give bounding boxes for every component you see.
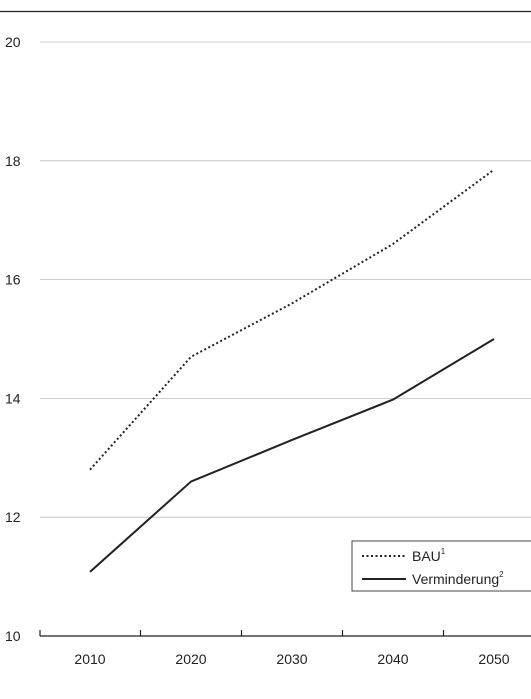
legend-label-bau: BAU1 (412, 547, 446, 564)
y-tick-label: 14 (5, 390, 21, 406)
legend: BAU1 Verminderung2 (351, 540, 531, 592)
x-tick-label: 2020 (175, 651, 206, 667)
series-line-bau (89, 168, 495, 471)
y-tick-label: 16 (5, 272, 21, 288)
y-tick-label: 10 (5, 628, 21, 644)
series-line-verminderung (89, 338, 495, 573)
y-tick-label: 18 (5, 153, 21, 169)
y-tick-labels: 10 12 14 16 18 20 (5, 34, 21, 644)
series-lines (89, 168, 495, 573)
x-tick-label: 2010 (74, 651, 105, 667)
x-tick-labels: 2010 2020 2030 2040 2050 (74, 651, 509, 667)
y-tick-label: 20 (5, 34, 21, 50)
x-tick-label: 2040 (377, 651, 408, 667)
gridlines (40, 41, 531, 518)
x-tick-label: 2030 (276, 651, 307, 667)
y-tick-label: 12 (5, 509, 21, 525)
x-tick-label: 2050 (478, 651, 509, 667)
legend-label-verminderung: Verminderung2 (412, 570, 504, 587)
x-axis (39, 630, 531, 637)
legend-box (351, 540, 531, 592)
